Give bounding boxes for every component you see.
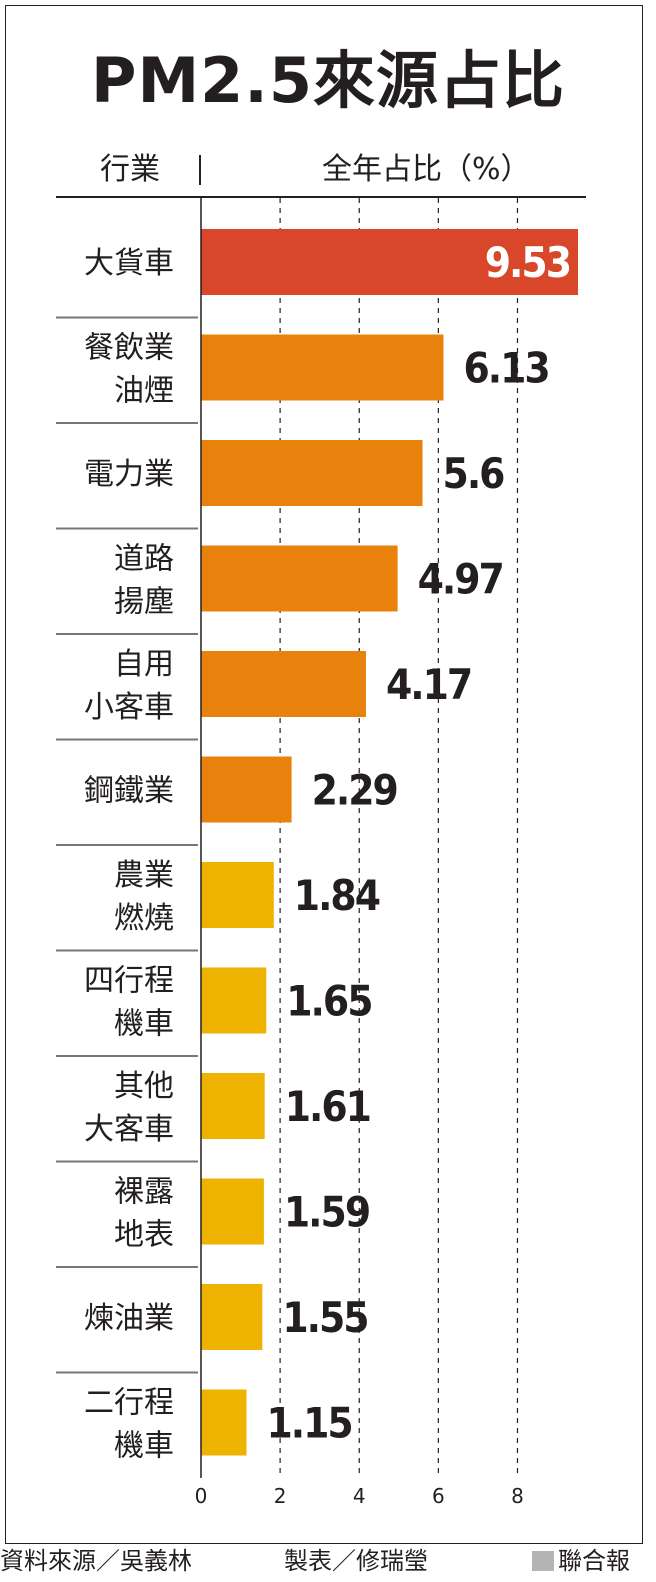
brand-credit: 聯合報 — [532, 1544, 630, 1578]
bar-12 — [201, 1389, 247, 1456]
category-label-4: 道路揚塵 — [114, 542, 174, 620]
bar-2 — [201, 334, 444, 401]
chart-title: PM2.5來源占比 — [91, 44, 565, 117]
category-label-7: 農業燃燒 — [114, 858, 174, 936]
value-label-5: 4.17 — [386, 660, 471, 709]
bar-6 — [201, 756, 292, 823]
bar-9 — [201, 1073, 265, 1139]
value-label-3: 5.6 — [443, 449, 505, 498]
category-header: 行業 — [100, 152, 160, 187]
value-label-1: 9.53 — [485, 238, 570, 287]
brand-name: 聯合報 — [558, 1547, 630, 1575]
value-label-4: 4.97 — [418, 555, 503, 604]
value-label-8: 1.65 — [286, 977, 371, 1026]
category-label-3: 電力業 — [84, 457, 174, 492]
x-tick-label-6: 6 — [432, 1484, 445, 1508]
category-label-10: 裸露地表 — [114, 1175, 174, 1253]
maker-credit: 製表／修瑞瑩 — [284, 1547, 428, 1575]
value-label-2: 6.13 — [463, 344, 548, 393]
value-label-10: 1.59 — [284, 1188, 369, 1237]
chart-frame — [5, 5, 643, 1544]
bar-11 — [201, 1284, 263, 1350]
value-label-11: 1.55 — [282, 1293, 367, 1342]
value-label-9: 1.61 — [285, 1082, 370, 1131]
bar-3 — [201, 440, 423, 506]
bar-4 — [201, 545, 398, 612]
category-label-11: 煉油業 — [84, 1301, 174, 1336]
category-label-1: 大貨車 — [84, 246, 174, 281]
bar-7 — [201, 862, 274, 928]
category-label-6: 鋼鐵業 — [84, 774, 174, 809]
category-label-12: 二行程機車 — [84, 1386, 174, 1464]
category-label-2: 餐飲業油煙 — [84, 331, 174, 409]
value-label-7: 1.84 — [294, 871, 380, 920]
value-label-6: 2.29 — [312, 766, 397, 815]
value-label-12: 1.15 — [266, 1399, 351, 1448]
header-separator — [199, 155, 201, 185]
brand-square-icon — [532, 1551, 554, 1571]
category-label-8: 四行程機車 — [84, 964, 174, 1042]
x-tick-label-2: 2 — [274, 1484, 287, 1508]
header-rule — [56, 196, 586, 198]
category-label-5: 自用小客車 — [84, 647, 174, 725]
bar-5 — [201, 651, 366, 717]
value-header: 全年占比（%） — [322, 152, 531, 187]
x-tick-label-8: 8 — [511, 1484, 524, 1508]
bar-10 — [201, 1178, 264, 1245]
source-credit: 資料來源／吳義林 — [0, 1547, 192, 1575]
x-tick-label-4: 4 — [353, 1484, 366, 1508]
bar-8 — [201, 967, 267, 1034]
x-tick-label-0: 0 — [195, 1484, 208, 1508]
bar-1 — [201, 229, 578, 295]
category-label-9: 其他大客車 — [84, 1069, 174, 1147]
